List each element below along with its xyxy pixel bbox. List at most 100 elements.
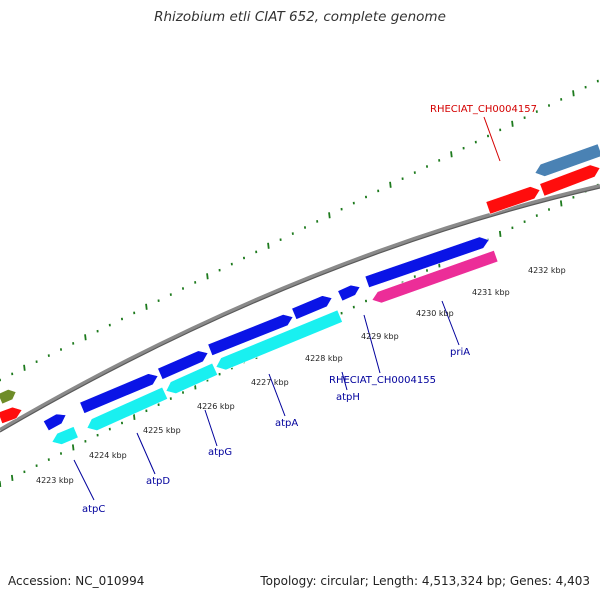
tick-inner-ring-major [450,151,453,158]
leader-atpG [204,409,218,447]
leader-atpH [341,371,348,391]
gene-arrow-atpC [42,413,67,432]
tick-outer-ring-minor [157,403,160,406]
kbp-label: 4230 kbp [416,309,454,318]
tick-outer-ring-minor [145,409,148,413]
kbp-label: 4231 kbp [472,288,510,297]
tick-inner-ring-minor [133,311,136,315]
tick-outer-ring-minor [35,464,38,467]
tick-inner-ring-minor [316,220,319,223]
gene-label-atpA: atpA [275,418,298,429]
tick-outer-ring-minor [108,427,111,431]
tick-outer-ring-major [10,474,14,481]
tick-inner-ring-minor [401,177,404,180]
tick-inner-ring-major [511,120,514,127]
kbp-label: 4229 kbp [361,332,399,341]
tick-inner-ring-minor [291,232,294,235]
tick-unused-major [0,480,2,488]
kbp-label: 4226 kbp [197,402,235,411]
tick-outer-ring-major [132,413,136,420]
tick-inner-ring-major [267,242,270,249]
gene-arrow-olive-edge [0,389,17,405]
tick-inner-ring-minor [181,287,185,290]
kbp-label: 4227 kbp [251,378,289,387]
tick-inner-ring-minor [486,134,490,138]
gene-arrow-atpH [291,295,333,320]
tick-outer-ring-minor [47,458,50,461]
tick-inner-ring-major [23,364,26,371]
leader-atpD [136,432,156,475]
gene-arrow-red-edge [0,406,23,424]
gene-arrow-atpG [157,350,209,380]
tick-inner-ring-minor [438,159,441,162]
gene-arrow-priA [371,249,499,304]
tick-outer-ring-minor [364,299,368,303]
tick-inner-ring-minor [157,299,160,302]
gene-label-RHECIAT_CH0004155: RHECIAT_CH0004155 [329,375,436,386]
tick-inner-ring-major [572,90,575,97]
gene-label-atpG: atpG [208,447,232,458]
tick-inner-ring-minor [47,354,50,357]
genome-backbone-shadow [0,187,600,433]
kbp-label: 4224 kbp [89,451,127,460]
gene-label-atpD: atpD [146,476,170,487]
gene-features [0,143,600,445]
tick-inner-ring-minor [499,128,502,132]
gene-name-labels: atpC atpD atpG atpA atpH RHECIAT_CH0004155 pri… [82,104,537,515]
gene-arrow-RHECIAT_CH0004155 [337,284,361,302]
tick-inner-ring-major [328,212,331,219]
tick-outer-ring-minor [511,226,514,230]
kbp-label: 4228 kbp [305,354,343,363]
gene-label-priA: priA [450,347,470,358]
tick-inner-ring-minor [523,116,526,119]
tick-inner-ring-minor [72,342,75,345]
tick-inner-ring-minor [584,85,587,89]
tick-outer-ring-minor [413,275,416,278]
gene-arrow-red-upper [539,164,600,197]
tick-outer-ring-minor [352,305,355,309]
tick-outer-ring-minor [84,440,87,443]
tick-outer-ring-minor [120,421,124,425]
tick-inner-ring-minor [596,79,599,83]
tick-inner-ring-minor [59,348,63,351]
leader-RHECIAT_CH0004155 [363,314,381,374]
accession-text: Accession: NC_010994 [8,574,145,588]
tick-inner-ring-minor [413,171,416,174]
tick-outer-ring-minor [169,397,172,400]
tick-inner-ring-minor [169,293,172,296]
label-leaders [73,116,501,501]
gene-arrow-RHECIAT_CH0004157 [485,186,541,215]
tick-inner-ring-minor [11,372,14,376]
tick-inner-ring-minor [218,268,221,272]
leader-priA [441,300,460,346]
leader-atpC [73,459,95,501]
tick-outer-ring-minor [181,391,185,394]
tick-outer-ring-minor [340,311,343,315]
genome-title: Rhizobium etli CIAT 652, complete genome [154,9,446,25]
tick-inner-ring-minor [230,262,233,266]
tick-inner-ring-minor [462,146,465,150]
tick-inner-ring-minor [303,226,307,229]
tick-outer-ring-major [71,444,75,451]
gene-label-atpC: atpC [82,504,105,515]
tick-inner-ring-minor [120,317,124,321]
tick-inner-ring-minor [194,281,197,284]
tick-outer-ring-minor [572,196,575,199]
tick-inner-ring-minor [255,250,258,254]
tick-inner-ring-minor [340,207,343,211]
tick-outer-ring-minor [218,372,221,376]
tick-inner-ring-minor [352,201,355,205]
tick-inner-ring-minor [560,98,563,101]
kbp-label: 4223 kbp [36,476,74,485]
tick-inner-ring-minor [35,360,38,363]
tick-inner-ring-minor [242,256,246,260]
tick-outer-ring-major [498,230,502,237]
leader-RHECIAT_CH0004157 [483,116,501,162]
gene-arrow-atpD [79,373,159,414]
tick-outer-ring-minor [547,208,551,211]
tick-outer-ring-minor [59,452,63,455]
tick-inner-ring-minor [364,195,368,199]
gene-arrow-steel [534,143,600,177]
kbp-scale-labels: 4223 kbp 4224 kbp 4225 kbp 4226 kbp 4227 kbp… [36,266,566,485]
